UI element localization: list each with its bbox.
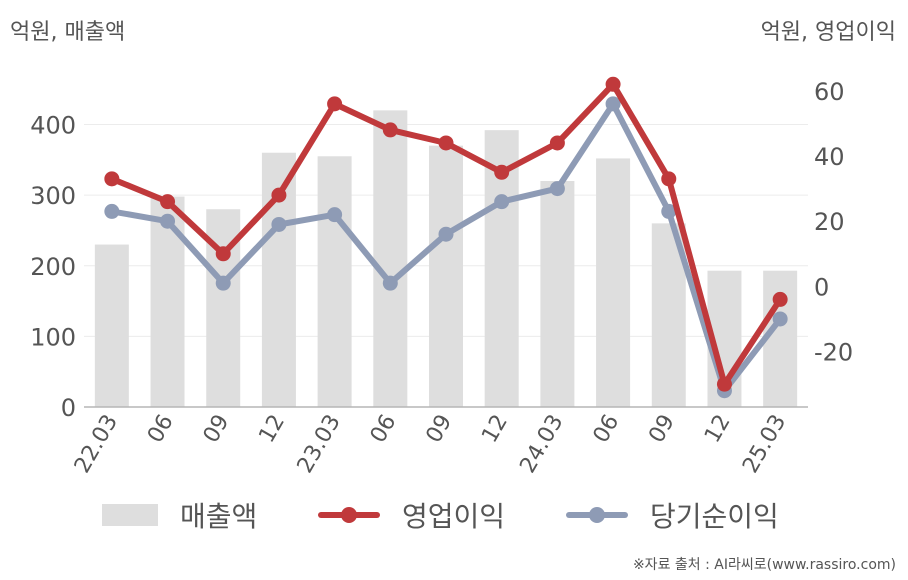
left-axis-unit: 억원, 매출액: [10, 20, 126, 45]
legend-label-revenue: 매출액: [180, 500, 258, 533]
left-tick-label: 300: [30, 182, 76, 210]
point-operating-profit: [494, 164, 510, 180]
point-net-income: [382, 275, 398, 291]
x-tick-label: 12: [700, 411, 736, 448]
left-tick-label: 200: [30, 253, 76, 281]
right-axis-unit: 억원, 영업이익: [760, 20, 896, 45]
point-net-income: [494, 194, 510, 210]
x-tick-label: 24.03: [515, 411, 568, 478]
x-tick-label: 25.03: [738, 411, 791, 478]
bar-revenue: [596, 158, 631, 407]
legend-swatch-operating-profit: [318, 504, 380, 526]
point-operating-profit: [438, 135, 454, 151]
point-net-income: [271, 216, 287, 232]
point-net-income: [661, 203, 677, 219]
x-tick-label: 06: [589, 411, 625, 448]
point-operating-profit: [160, 194, 176, 210]
x-tick-label: 09: [644, 411, 680, 448]
bar-revenue: [540, 181, 575, 407]
point-net-income: [438, 226, 454, 242]
legend-item-operating-profit: 영업이익: [318, 492, 505, 538]
legend-swatch-revenue: [102, 504, 158, 526]
x-tick-label: 12: [477, 411, 513, 448]
bar-revenue: [317, 156, 352, 407]
legend-item-revenue: 매출액: [102, 492, 257, 538]
point-net-income: [772, 311, 788, 327]
x-tick-label: 12: [254, 411, 290, 448]
right-tick-label: 0: [814, 273, 829, 301]
point-operating-profit: [661, 171, 677, 187]
source-note: ※자료 출처 : AI라씨로(www.rassiro.com): [632, 557, 896, 573]
bar-revenue: [429, 145, 463, 407]
left-tick-label: 100: [30, 323, 76, 351]
legend-item-net-income: 당기순이익: [566, 492, 779, 538]
x-tick-label: 09: [422, 411, 458, 448]
x-tick-label: 09: [199, 411, 235, 448]
point-operating-profit: [271, 187, 287, 203]
point-operating-profit: [382, 122, 398, 138]
point-operating-profit: [605, 76, 621, 92]
x-tick-label: 23.03: [293, 411, 346, 478]
x-tick-label: 06: [143, 411, 179, 448]
legend-swatch-net-income: [566, 504, 628, 526]
x-tick-label: 22.03: [70, 411, 123, 478]
point-net-income: [160, 213, 176, 229]
right-tick-label: 40: [814, 143, 845, 171]
point-net-income: [605, 96, 621, 112]
point-operating-profit: [215, 246, 231, 262]
point-net-income: [215, 275, 231, 291]
left-tick-label: 0: [61, 394, 76, 422]
point-net-income: [327, 207, 343, 223]
right-tick-label: -20: [814, 339, 853, 367]
chart-legend: 매출액 영업이익 당기순이익: [0, 492, 908, 538]
point-net-income: [104, 203, 120, 219]
point-net-income: [549, 181, 565, 197]
right-tick-label: 60: [814, 78, 845, 106]
legend-label-net-income: 당기순이익: [650, 500, 779, 533]
point-operating-profit: [327, 96, 343, 112]
bar-revenue: [94, 244, 129, 407]
bar-revenue: [373, 110, 408, 407]
left-tick-label: 400: [30, 112, 76, 140]
point-operating-profit: [549, 135, 565, 151]
legend-label-operating-profit: 영업이익: [402, 500, 506, 533]
point-operating-profit: [772, 291, 788, 307]
point-operating-profit: [716, 376, 732, 392]
x-tick-label: 06: [366, 411, 402, 448]
point-operating-profit: [104, 171, 120, 187]
right-tick-label: 20: [814, 208, 845, 236]
